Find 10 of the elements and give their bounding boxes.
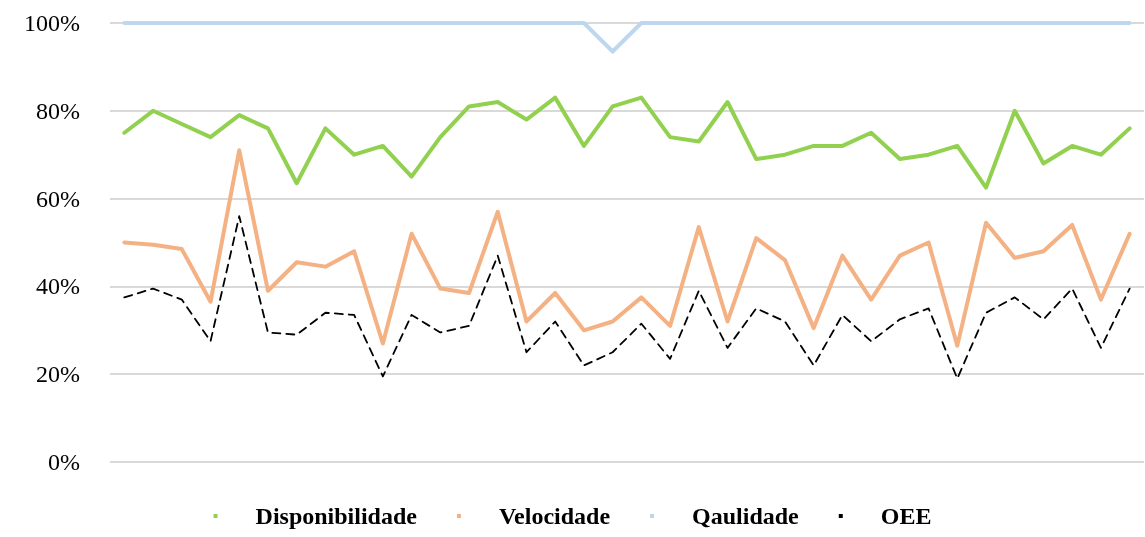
y-tick-label: 0% [48,449,80,475]
legend-label: Qaulidade [692,503,800,529]
legend-label: Disponibilidade [255,503,418,529]
legend-label: Velocidade [498,503,611,529]
y-tick-label: 60% [36,185,80,212]
legend-label: OEE [880,503,932,529]
y-tick-label: 80% [36,97,80,124]
y-tick-label: 20% [36,361,80,388]
y-tick-label: 40% [36,273,80,300]
y-tick-label: 100% [24,10,80,36]
